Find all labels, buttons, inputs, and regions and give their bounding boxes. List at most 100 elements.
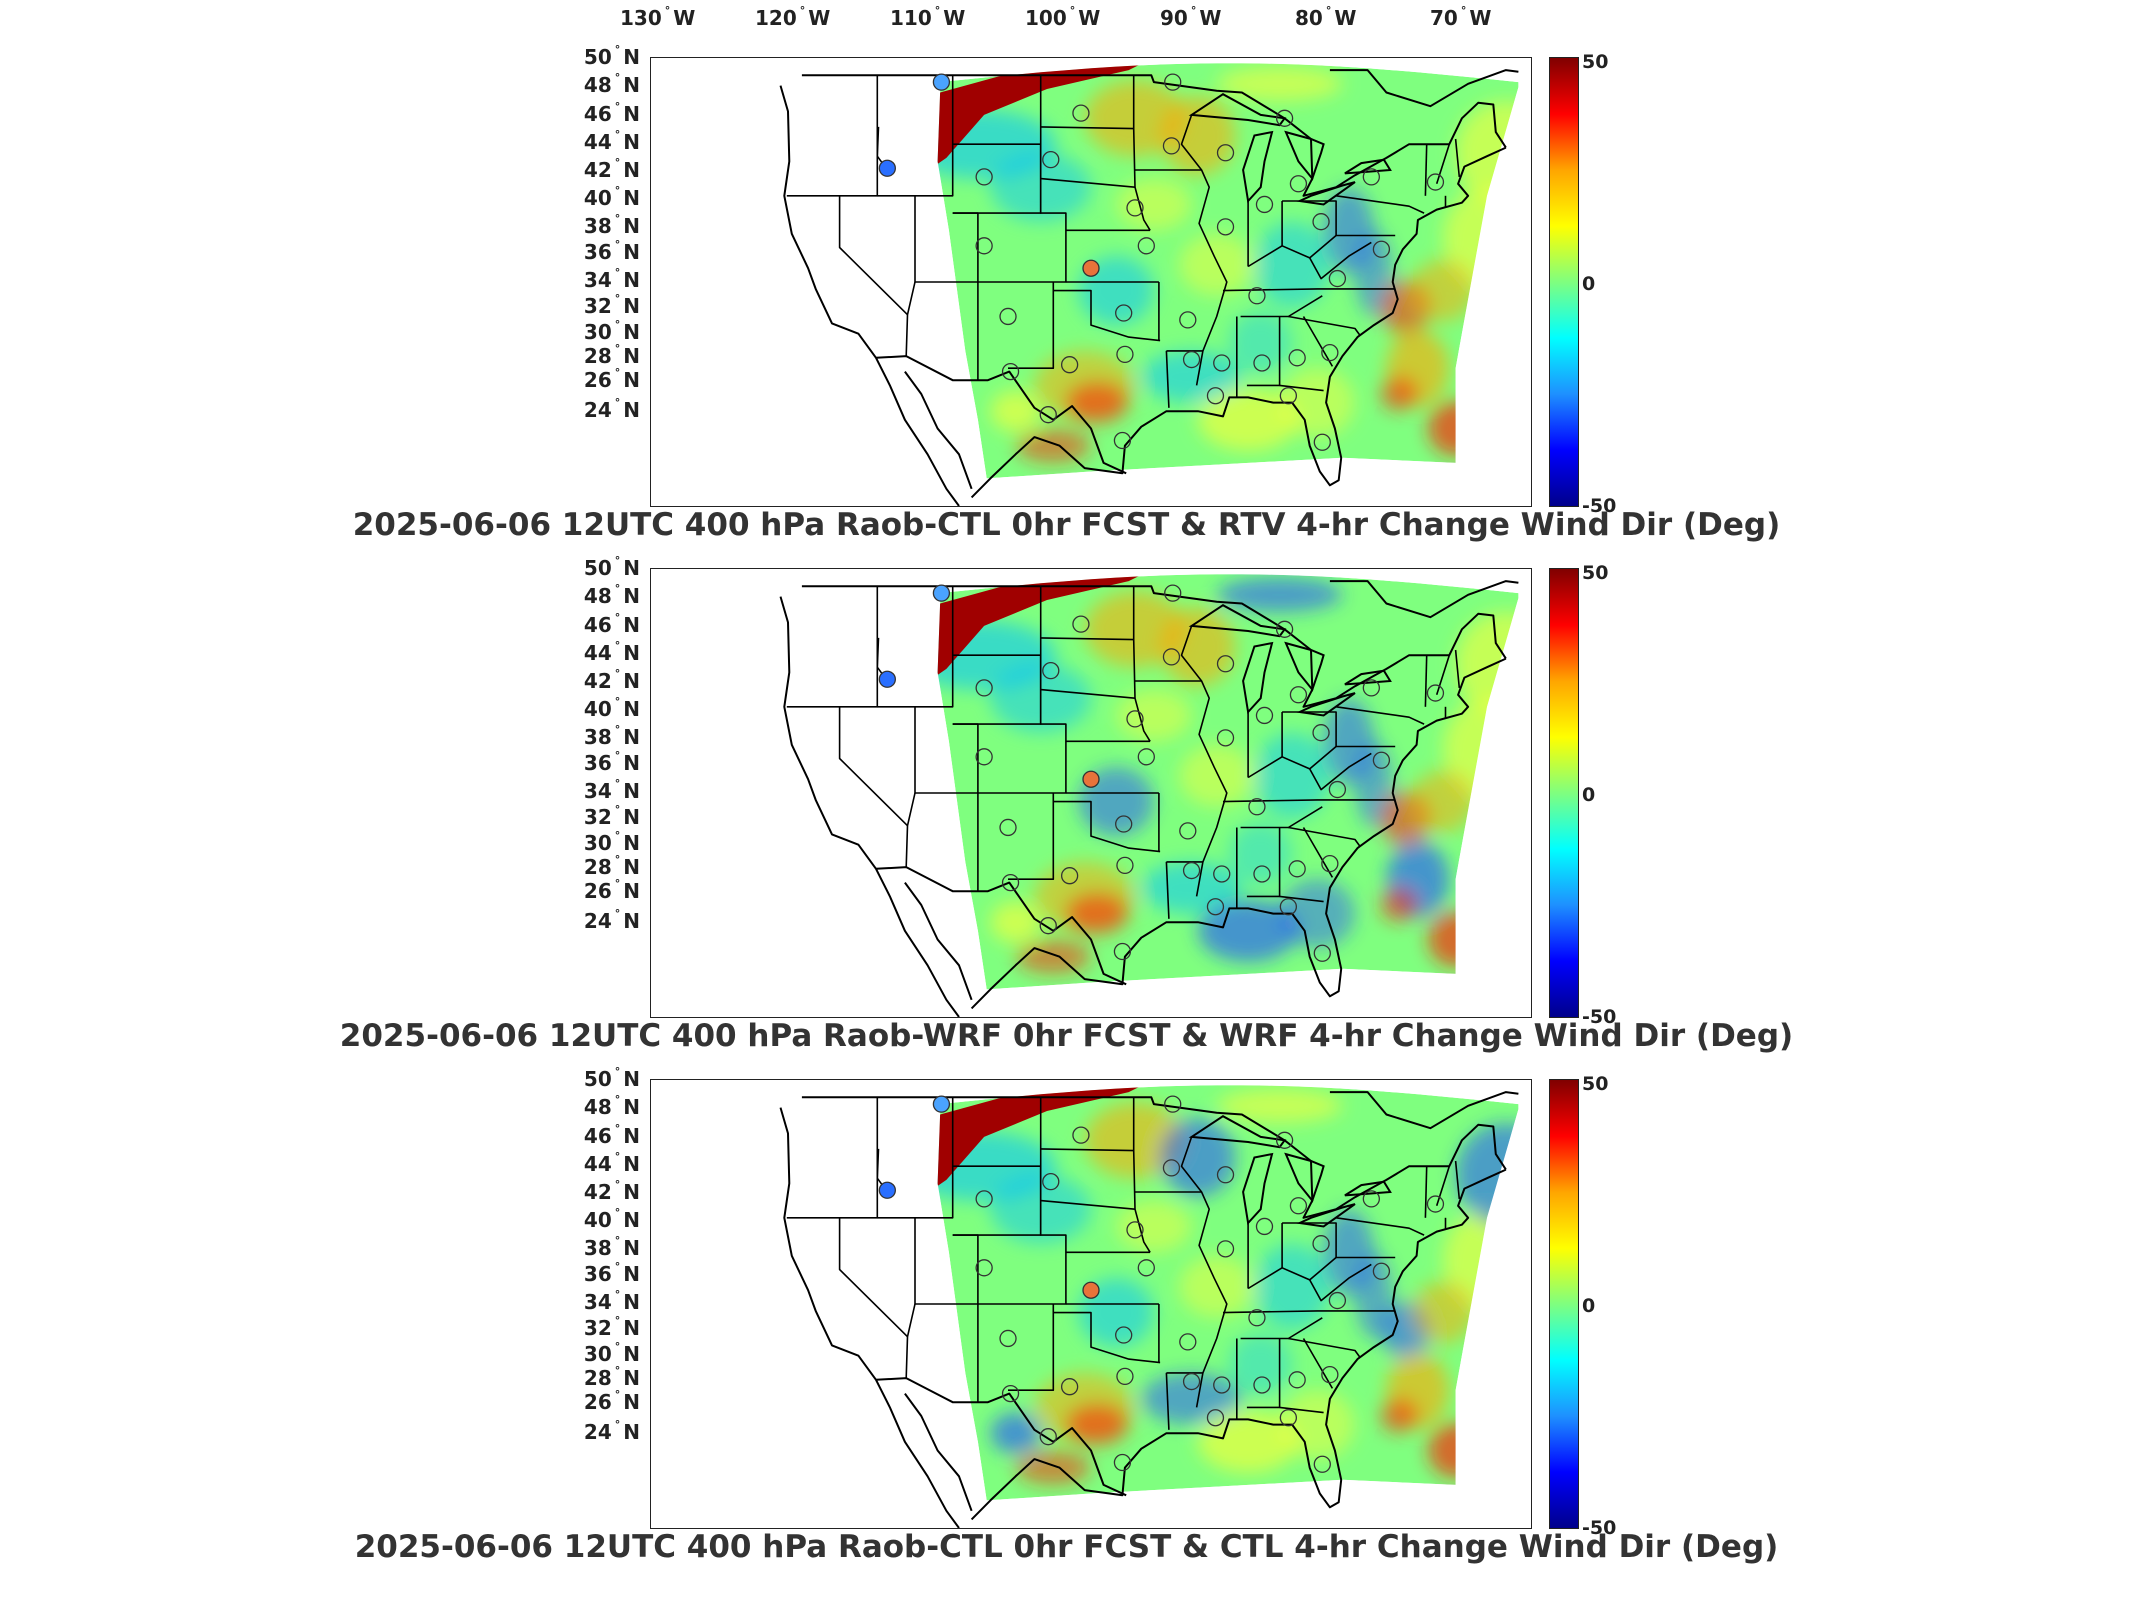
raob-station-marker (1275, 109, 1294, 127)
state-boundary (1302, 1338, 1334, 1389)
state-boundary (1424, 655, 1428, 707)
latitude-label: 28 ° N (583, 1364, 640, 1390)
raob-station-marker (1328, 269, 1347, 288)
wind-direction-field (937, 1085, 1519, 1501)
raob-station-marker (1206, 1409, 1225, 1427)
raob-station-marker (1042, 151, 1060, 169)
colorbar (1549, 1079, 1579, 1529)
field-anomaly (1427, 1422, 1484, 1479)
state-boundary (1165, 1372, 1170, 1430)
state-boundary (1247, 745, 1337, 779)
field-anomaly (1179, 233, 1255, 296)
raob-station-marker (1275, 620, 1294, 638)
field-anomaly (1084, 591, 1186, 668)
field-anomaly (1254, 221, 1330, 308)
field-anomaly (1116, 689, 1192, 742)
raob-station-marker (1279, 898, 1298, 916)
state-boundary (1180, 625, 1228, 897)
latitude-label: 44 ° N (583, 128, 640, 154)
longitude-label: 90 ° W (1160, 4, 1222, 30)
raob-station-marker (1216, 144, 1235, 162)
state-boundary (1180, 1136, 1228, 1408)
latitude-label: 46 ° N (583, 1122, 640, 1148)
raob-station-marker (1288, 1371, 1306, 1389)
raob-station-marker (1426, 173, 1445, 191)
latitude-label: 24 ° N (583, 907, 640, 933)
raob-station-marker (1216, 655, 1235, 673)
state-boundary (838, 195, 909, 316)
great-lake-outline (1242, 641, 1274, 715)
latitude-label: 44 ° N (583, 1150, 640, 1176)
great-lake-outline (1344, 158, 1392, 175)
field-anomaly (1380, 376, 1418, 412)
state-boundary (977, 586, 1067, 794)
raob-station-marker (975, 748, 993, 766)
longitude-label: 110 ° W (890, 4, 966, 30)
raob-station-marker (1216, 218, 1235, 236)
raob-station-marker (1279, 1409, 1298, 1427)
colorbar (1549, 568, 1579, 1018)
high-change-band (937, 63, 1161, 165)
gulf-atlantic-coastline (970, 1168, 1507, 1521)
field-anomaly (1216, 1088, 1343, 1124)
raob-station-marker (1164, 1095, 1182, 1113)
raob-station-marker (1288, 349, 1306, 367)
longitude-label: 130 ° W (620, 4, 696, 30)
map-frame (650, 57, 1532, 507)
raob-station-marker (1082, 1281, 1100, 1299)
raob-station-marker (1116, 856, 1134, 875)
latitude-label: 36 ° N (583, 1260, 640, 1286)
great-lake-outline (1188, 604, 1287, 638)
raob-station-marker (1001, 1384, 1020, 1403)
latitude-label: 34 ° N (583, 1288, 640, 1314)
state-boundary (1308, 752, 1372, 791)
us-mexico-border (875, 866, 1127, 986)
field-anomaly (1015, 939, 1091, 974)
state-boundary (1132, 1097, 1151, 1253)
state-boundary (1454, 1160, 1461, 1199)
raob-station-marker (1372, 1262, 1391, 1280)
raob-station-marker (1253, 1376, 1271, 1394)
state-boundary (905, 281, 916, 357)
raob-station-marker (1255, 1217, 1274, 1236)
pacific-coastline (779, 596, 960, 1017)
field-anomaly (1065, 1403, 1129, 1446)
latitude-label: 46 ° N (583, 611, 640, 637)
field-anomaly (1160, 1117, 1236, 1198)
raob-station-marker (1253, 865, 1271, 883)
raob-station-marker (1001, 362, 1020, 381)
latitude-label: 36 ° N (583, 749, 640, 775)
latitude-label: 48 ° N (583, 71, 640, 97)
state-boundary (1222, 288, 1394, 292)
field-anomaly (1427, 400, 1484, 457)
state-boundary (876, 126, 885, 166)
raob-station-marker (878, 670, 896, 688)
raob-station-marker (1362, 1190, 1380, 1208)
latitude-label: 40 ° N (583, 695, 640, 721)
state-boundary (1282, 200, 1396, 237)
state-boundary (1132, 586, 1151, 742)
raob-station-marker (1372, 751, 1391, 769)
colorbar-tick-label: 50 (1582, 562, 1609, 584)
great-lake-outline (1284, 641, 1325, 692)
raob-station-marker (1313, 433, 1331, 451)
latitude-label: 32 ° N (583, 803, 640, 829)
great-lake-outline (1344, 1180, 1392, 1197)
great-lake-outline (1284, 1152, 1325, 1203)
raob-station-marker (932, 1095, 951, 1113)
state-boundary (1435, 143, 1451, 185)
raob-station-marker (1255, 706, 1274, 725)
raob-station-marker (1313, 1455, 1331, 1473)
state-boundary (1279, 1406, 1324, 1414)
field-anomaly (1015, 1450, 1091, 1485)
raob-station-marker (1162, 1159, 1181, 1177)
latitude-label: 50 ° N (583, 43, 640, 69)
raob-station-marker (1060, 867, 1079, 885)
raob-station-marker (1248, 287, 1266, 305)
colorbar-tick-label: -50 (1582, 1517, 1617, 1539)
field-anomaly (1197, 388, 1299, 451)
colorbar-tick-label: 50 (1582, 1073, 1609, 1095)
state-boundary (1132, 75, 1151, 231)
raob-station-marker (1060, 356, 1079, 374)
state-boundary (1302, 827, 1334, 878)
